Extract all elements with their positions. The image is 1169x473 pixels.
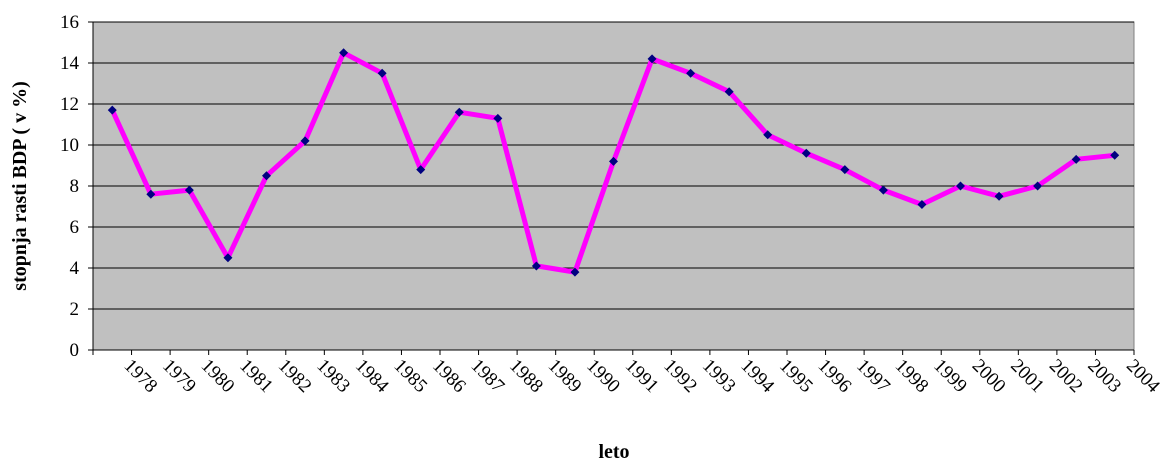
y-tick-label: 8 (70, 176, 80, 197)
x-tick-labels: 1978197919801981198219831984198519861987… (120, 355, 1165, 397)
x-tick-label: 1985 (389, 355, 431, 397)
data-point (493, 113, 503, 123)
x-tick-label: 1998 (891, 355, 933, 397)
x-tick-label: 2002 (1045, 355, 1087, 397)
x-tick-label: 1982 (274, 355, 316, 397)
x-tick-label: 2000 (968, 355, 1010, 397)
x-tick-label: 1991 (621, 355, 663, 397)
data-point (1071, 154, 1081, 164)
x-tick-label: 1988 (505, 355, 547, 397)
data-point (1033, 181, 1043, 191)
data-point (878, 185, 888, 195)
x-tick-label: 1996 (814, 355, 856, 397)
data-point (262, 171, 271, 181)
x-tick-label: 1984 (351, 355, 393, 397)
x-tick-label: 1986 (428, 355, 470, 397)
data-point (609, 156, 618, 166)
data-point (1110, 150, 1120, 160)
data-point (956, 181, 965, 191)
y-tick-label: 0 (70, 340, 80, 361)
y-tick-label: 4 (70, 258, 80, 279)
data-point (763, 130, 773, 140)
x-tick-label: 2003 (1083, 355, 1125, 397)
x-tick-label: 1990 (582, 355, 624, 397)
data-point (339, 48, 349, 58)
data-point (223, 253, 233, 263)
y-tick-label: 10 (60, 135, 79, 156)
x-tick-label: 1999 (929, 355, 971, 397)
x-tick-label: 1997 (852, 355, 894, 397)
data-point (531, 261, 541, 271)
data-point (994, 191, 1004, 201)
x-tick-label: 1994 (736, 355, 778, 397)
y-tick-label: 12 (60, 94, 79, 115)
data-point (570, 267, 580, 277)
data-point (146, 189, 156, 199)
data-point (454, 107, 464, 117)
x-axis-title: leto (598, 441, 629, 463)
x-tick-label: 1981 (235, 355, 277, 397)
x-tick-label: 1995 (775, 355, 817, 397)
data-point (416, 165, 426, 175)
data-point (107, 105, 117, 115)
axes (88, 21, 1135, 355)
x-tick-label: 1979 (158, 355, 200, 397)
data-point (686, 68, 696, 78)
y-axis-title: stopnja rasti BDP ( v %) (9, 81, 31, 290)
x-tick-label: 2001 (1006, 355, 1048, 397)
data-point (917, 199, 927, 209)
data-point (184, 185, 194, 195)
x-tick-label: 1992 (659, 355, 701, 397)
data-point (840, 165, 850, 175)
y-tick-label: 14 (60, 53, 80, 74)
gridlines (93, 21, 1134, 310)
data-point (801, 148, 811, 158)
y-tick-label: 16 (60, 12, 79, 33)
data-point (377, 68, 387, 78)
x-tick-label: 1983 (312, 355, 354, 397)
x-tick-label: 1980 (197, 355, 239, 397)
series (107, 48, 1120, 277)
y-tick-label: 2 (70, 299, 80, 320)
x-tick-label: 1987 (467, 355, 509, 397)
x-tick-label: 1989 (544, 355, 586, 397)
y-tick-label: 6 (70, 217, 80, 238)
data-point (647, 54, 657, 64)
x-tick-label: 1993 (698, 355, 740, 397)
x-tick-label: 1978 (120, 355, 162, 397)
data-point (300, 136, 310, 146)
y-tick-labels: 0 2 4 6 8 10 12 14 16 (60, 12, 80, 361)
x-tick-label: 2004 (1122, 355, 1164, 397)
data-point (724, 87, 734, 97)
